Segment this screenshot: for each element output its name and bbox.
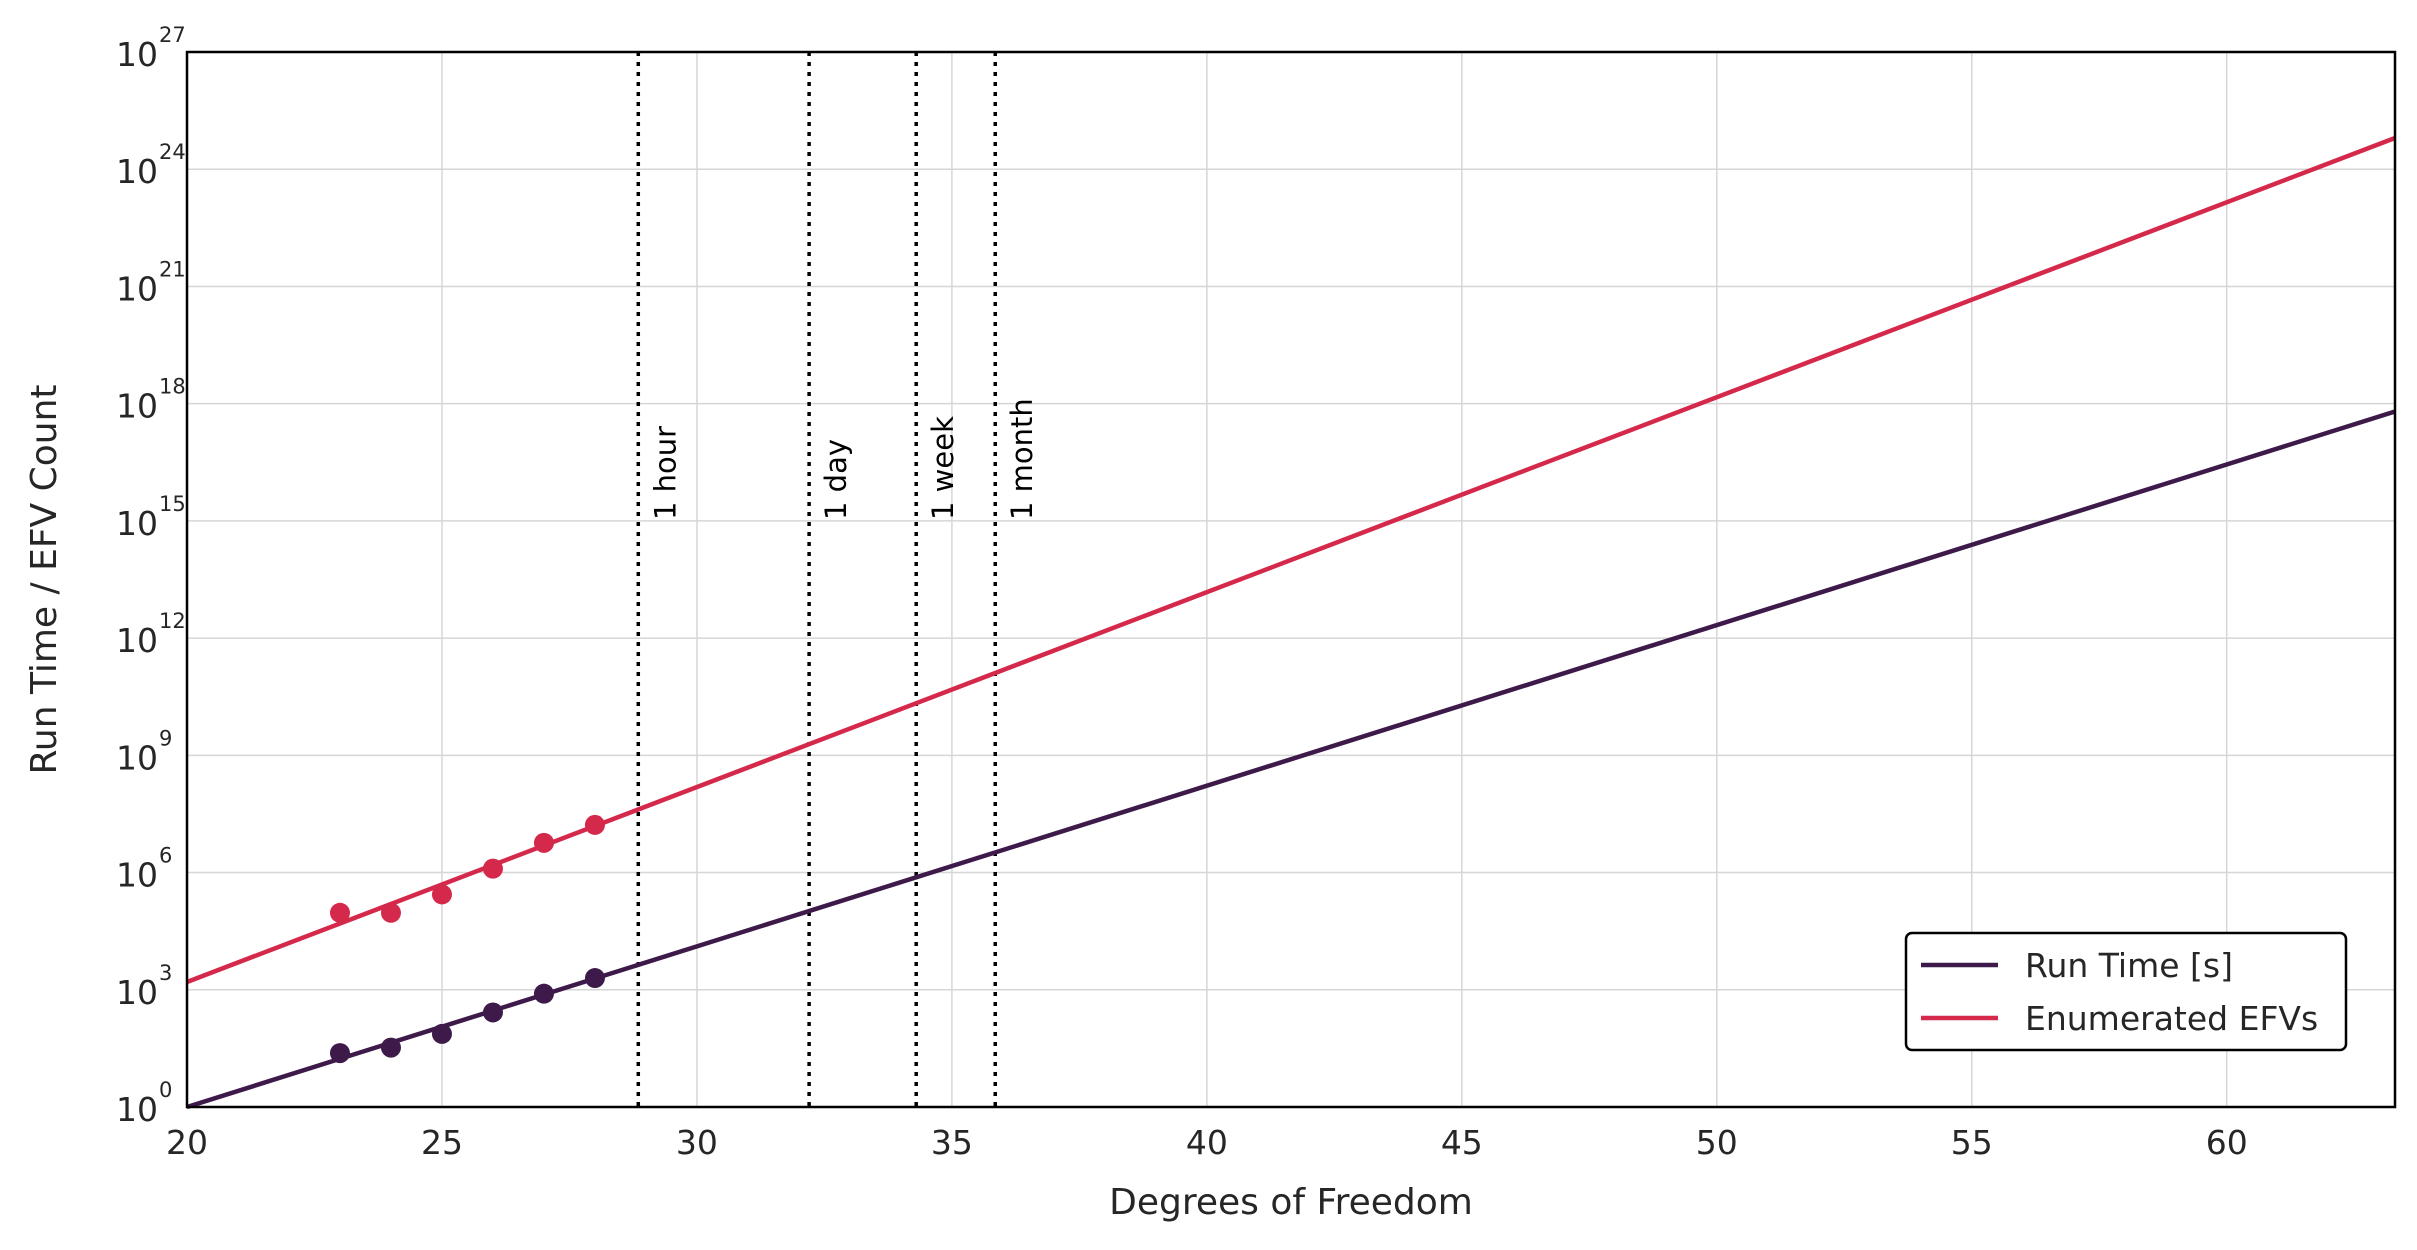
x-tick-label: 50 [1696,1123,1738,1162]
y-tick-exponent: 3 [159,961,172,985]
data-point [482,858,503,879]
series-group [186,135,2396,1110]
data-point [380,1037,401,1058]
vertical-line-label: 1 hour [648,426,682,520]
y-tick-label: 10 [116,387,158,426]
x-tick-label: 40 [1186,1123,1228,1162]
data-point [431,1023,452,1044]
vertical-line-label: 1 week [926,416,960,520]
data-point [533,832,554,853]
y-tick-exponent: 24 [159,140,186,164]
y-axis-label: Run Time / EFV Count [24,384,65,774]
x-axis-label: Degrees of Freedom [1109,1182,1473,1223]
x-tick-label: 45 [1441,1123,1483,1162]
x-tick-label: 20 [166,1123,208,1162]
data-point [482,1002,503,1023]
y-tick-exponent: 15 [159,492,186,516]
y-tick-exponent: 9 [159,726,172,750]
series-fit-line [186,409,2396,1110]
vertical-line-label: 1 day [819,439,853,520]
data-point [533,983,554,1004]
vertical-line-label: 1 month [1005,398,1039,520]
y-tick-exponent: 0 [159,1078,172,1102]
y-tick-label: 10 [116,152,158,191]
y-tick-label: 10 [116,1090,158,1129]
x-tick-label: 35 [931,1123,973,1162]
y-tick-label: 10 [116,973,158,1012]
data-point [329,902,350,923]
y-tick-label: 10 [116,504,158,543]
data-point [380,902,401,923]
y-tick-exponent: 12 [159,609,186,633]
y-tick-exponent: 6 [159,844,172,868]
vertical-reference-lines: 1 hour 1 day 1 week 1 month [636,52,1039,1107]
y-tick-label: 10 [116,738,158,777]
legend-entry: Enumerated EFVs [2025,999,2318,1038]
legend-box [1904,931,2348,1052]
data-point [329,1043,350,1064]
data-point [431,884,452,905]
x-tick-label: 30 [676,1123,718,1162]
series-fit-line [186,135,2396,985]
y-tick-label: 10 [116,856,158,895]
data-point [584,814,605,835]
y-tick-exponent: 27 [159,23,186,47]
legend-entry: Run Time [s] [2025,946,2233,985]
x-tick-label: 25 [421,1123,463,1162]
y-tick-label: 10 [116,35,158,74]
plot-frame [185,50,2397,1109]
y-tick-label: 10 [116,621,158,660]
y-tick-exponent: 21 [159,257,186,281]
y-tick-exponent: 18 [159,375,186,399]
x-tick-label: 60 [2206,1123,2248,1162]
legend: Run Time [s] Enumerated EFVs [1904,931,2348,1052]
y-tick-label: 10 [116,269,158,308]
x-axis-ticks: 20 25 30 35 40 45 50 55 60 [166,1123,2248,1162]
data-point [584,968,605,989]
x-tick-label: 55 [1951,1123,1993,1162]
